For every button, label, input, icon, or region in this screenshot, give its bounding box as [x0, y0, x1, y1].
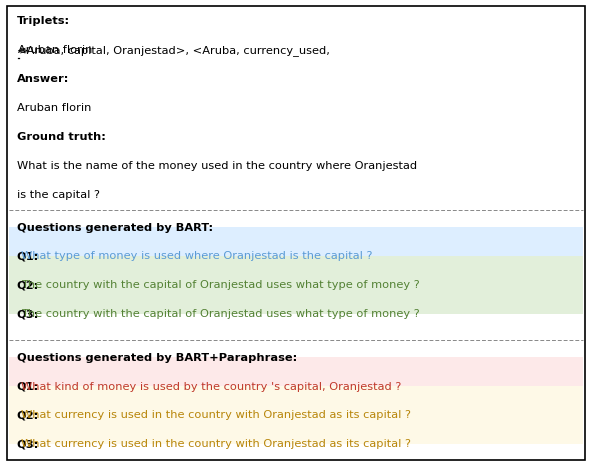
FancyBboxPatch shape: [9, 386, 583, 415]
Text: Q2:: Q2:: [17, 411, 39, 420]
Text: What currency is used in the country with Oranjestad as its capital ?: What currency is used in the country wit…: [21, 411, 411, 420]
FancyBboxPatch shape: [9, 227, 583, 256]
FancyBboxPatch shape: [9, 256, 583, 285]
Text: Q3:: Q3:: [17, 309, 39, 319]
FancyBboxPatch shape: [7, 6, 585, 460]
Text: Aruban florin: Aruban florin: [18, 45, 92, 55]
Text: Q1:: Q1:: [17, 252, 39, 261]
Text: The country with the capital of Oranjestad uses what type of money ?: The country with the capital of Oranjest…: [21, 281, 420, 290]
Text: What kind of money is used by the country 's capital, Oranjestad ?: What kind of money is used by the countr…: [21, 382, 401, 391]
FancyBboxPatch shape: [9, 357, 583, 386]
FancyBboxPatch shape: [9, 285, 583, 314]
Text: <Aruba, capital, Oranjestad>, <Aruba, currency_used,: <Aruba, capital, Oranjestad>, <Aruba, cu…: [17, 45, 333, 56]
Text: Aruban florin: Aruban florin: [17, 103, 91, 113]
Text: Questions generated by BART+Paraphrase:: Questions generated by BART+Paraphrase:: [17, 353, 297, 363]
Text: Q2:: Q2:: [17, 281, 39, 290]
Text: Triplets:: Triplets:: [17, 16, 70, 26]
Text: What type of money is used where Oranjestad is the capital ?: What type of money is used where Oranjes…: [21, 252, 372, 261]
Text: What currency is used in the country with Oranjestad as its capital ?: What currency is used in the country wit…: [21, 439, 411, 449]
Text: Ground truth:: Ground truth:: [17, 132, 105, 142]
Text: Q3:: Q3:: [17, 439, 39, 449]
Text: >: >: [19, 45, 29, 55]
Text: Answer:: Answer:: [17, 74, 69, 84]
Text: What is the name of the money used in the country where Oranjestad: What is the name of the money used in th…: [17, 161, 417, 171]
Text: is the capital ?: is the capital ?: [17, 190, 99, 199]
Text: The country with the capital of Oranjestad uses what type of money ?: The country with the capital of Oranjest…: [21, 309, 420, 319]
Text: Q1:: Q1:: [17, 382, 39, 391]
Text: Questions generated by BART:: Questions generated by BART:: [17, 223, 213, 233]
FancyBboxPatch shape: [9, 415, 583, 444]
